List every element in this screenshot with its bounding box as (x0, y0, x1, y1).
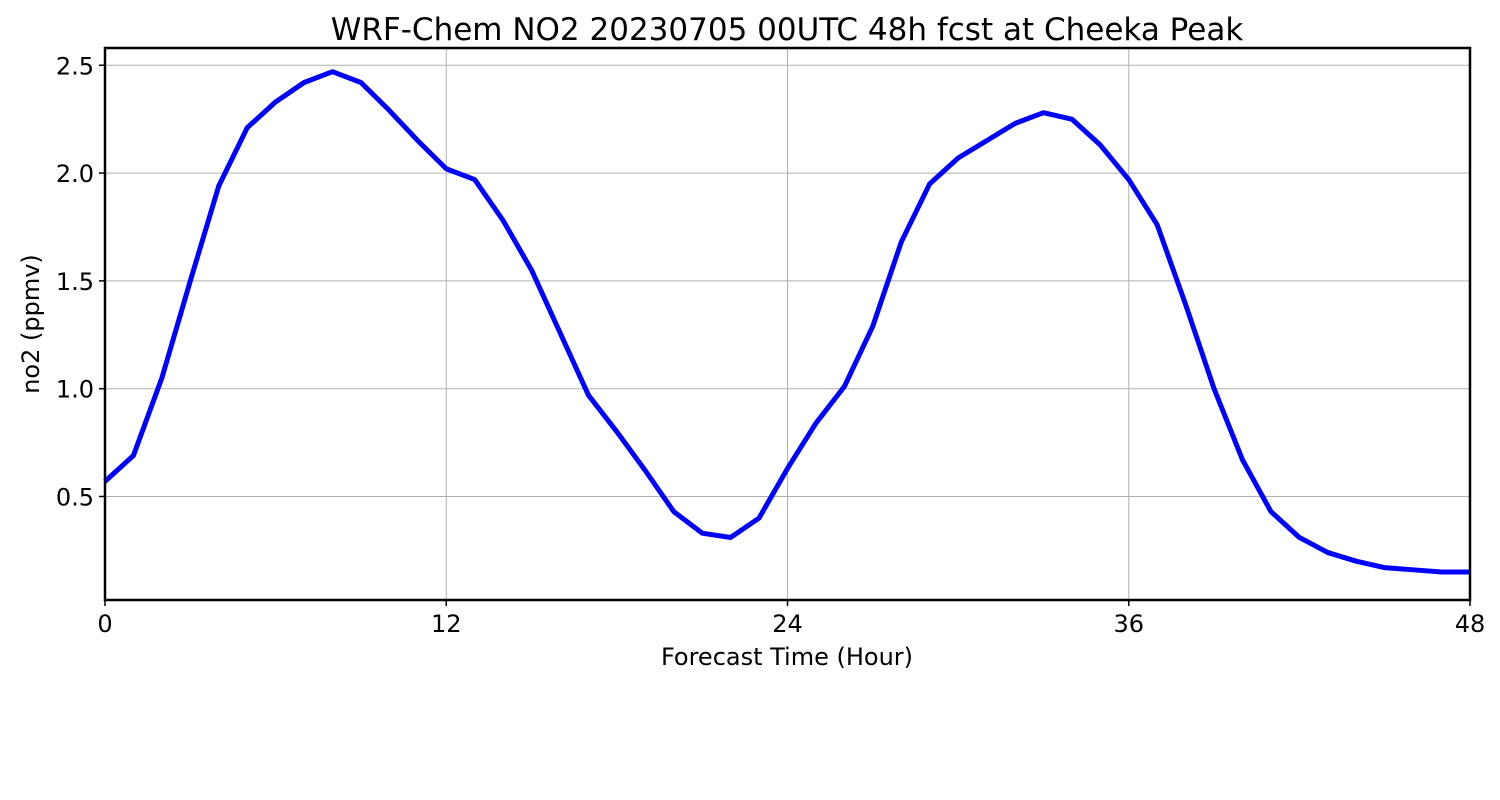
y-tick-label: 0.5 (56, 484, 94, 512)
y-tick-label: 1.0 (56, 376, 94, 404)
x-tick-label: 24 (772, 610, 803, 638)
y-axis-label: no2 (ppmv) (17, 254, 45, 394)
x-axis-label: Forecast Time (Hour) (661, 643, 913, 671)
x-tick-label: 36 (1113, 610, 1144, 638)
y-tick-label: 2.5 (56, 52, 94, 80)
x-tick-label: 12 (431, 610, 462, 638)
axis-ticks: 0 12 24 36 48 0.5 1.0 1.5 2.0 2.5 (56, 52, 1485, 638)
chart-title: WRF-Chem NO2 20230705 00UTC 48h fcst at … (331, 12, 1244, 48)
x-tick-label: 0 (97, 610, 112, 638)
x-tick-label: 48 (1455, 610, 1486, 638)
y-tick-label: 1.5 (56, 268, 94, 296)
y-tick-label: 2.0 (56, 160, 94, 188)
